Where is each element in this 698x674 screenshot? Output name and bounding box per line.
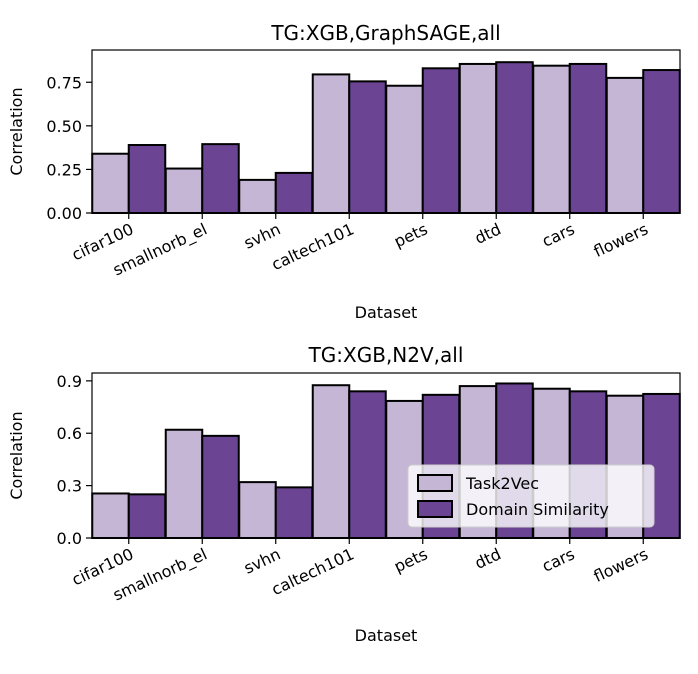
bar-domain-similarity-smallnorb_el — [201, 143, 240, 214]
bar-domain-similarity-cifar100 — [127, 144, 167, 214]
bar-task2vec-caltech101 — [311, 384, 351, 539]
bar-domain-similarity-dtd — [495, 61, 534, 215]
bar-domain-similarity-smallnorb_el — [201, 434, 240, 540]
x-tick-label-cars: cars — [539, 544, 577, 575]
x-tick-label-svhn: svhn — [241, 544, 284, 577]
bar-domain-similarity-flowers — [642, 69, 681, 214]
bar-task2vec-svhn — [238, 178, 277, 214]
x-tick-label-pets: pets — [391, 219, 430, 251]
y-axis-label: Correlation — [7, 87, 26, 175]
bar-task2vec-pets — [385, 84, 424, 214]
x-tick-label-pets: pets — [391, 544, 430, 576]
bar-domain-similarity-svhn — [274, 171, 314, 215]
bar-task2vec-cars — [532, 64, 571, 215]
bar-task2vec-caltech101 — [311, 73, 351, 214]
bar-domain-similarity-cars — [568, 62, 608, 215]
y-tick-label: 0.75 — [46, 73, 82, 92]
bar-task2vec-flowers — [605, 76, 645, 214]
y-tick-label: 0.00 — [46, 204, 82, 223]
bar-domain-similarity-svhn — [274, 486, 314, 540]
x-tick-label-caltech101: caltech101 — [269, 219, 357, 274]
plot-frame — [91, 49, 681, 214]
y-tick-label: 0.50 — [46, 117, 82, 136]
x-tick-label-flowers: flowers — [591, 544, 651, 586]
legend-label-task2vec: Task2Vec — [465, 474, 539, 493]
x-tick-label-dtd: dtd — [472, 544, 504, 572]
x-axis-label: Dataset — [355, 626, 418, 645]
bar-domain-similarity-cifar100 — [127, 493, 167, 540]
chart-panel-2: TG:XGB,N2V,all0.00.30.60.9cifar100smalln… — [7, 343, 681, 645]
bar-task2vec-cifar100 — [91, 492, 130, 540]
x-tick-label-flowers: flowers — [591, 219, 651, 261]
y-tick-label: 0.0 — [57, 529, 82, 548]
plot-frame — [91, 372, 681, 539]
y-tick-label: 0.25 — [46, 160, 82, 179]
y-tick-label: 0.3 — [57, 477, 82, 496]
y-tick-label: 0.9 — [57, 372, 82, 391]
chart-panel-1: TG:XGB,GraphSAGE,all0.000.250.500.75cifa… — [7, 21, 681, 322]
x-axis-label: Dataset — [355, 303, 418, 322]
y-tick-label: 0.6 — [57, 424, 82, 443]
legend-swatch-domain-similarity — [417, 500, 453, 518]
bar-task2vec-smallnorb_el — [164, 167, 204, 214]
bar-task2vec-svhn — [238, 481, 277, 539]
legend-swatch-task2vec — [417, 474, 453, 492]
chart-title: TG:XGB,N2V,all — [308, 343, 464, 367]
bar-task2vec-smallnorb_el — [164, 428, 204, 539]
chart-title: TG:XGB,GraphSAGE,all — [270, 21, 500, 45]
x-tick-label-cars: cars — [539, 219, 577, 250]
bar-domain-similarity-pets — [421, 67, 461, 214]
x-tick-label-svhn: svhn — [241, 219, 284, 252]
bar-task2vec-cifar100 — [91, 152, 130, 215]
y-axis-label: Correlation — [7, 411, 26, 499]
bar-domain-similarity-caltech101 — [348, 80, 387, 214]
bar-task2vec-dtd — [458, 62, 498, 215]
legend-box — [407, 464, 655, 528]
legend-label-domain-similarity: Domain Similarity — [466, 500, 609, 519]
legend: Task2Vec Domain Similarity — [407, 464, 655, 528]
x-tick-label-dtd: dtd — [472, 219, 504, 247]
x-tick-label-caltech101: caltech101 — [269, 544, 357, 599]
bar-domain-similarity-caltech101 — [348, 390, 387, 540]
